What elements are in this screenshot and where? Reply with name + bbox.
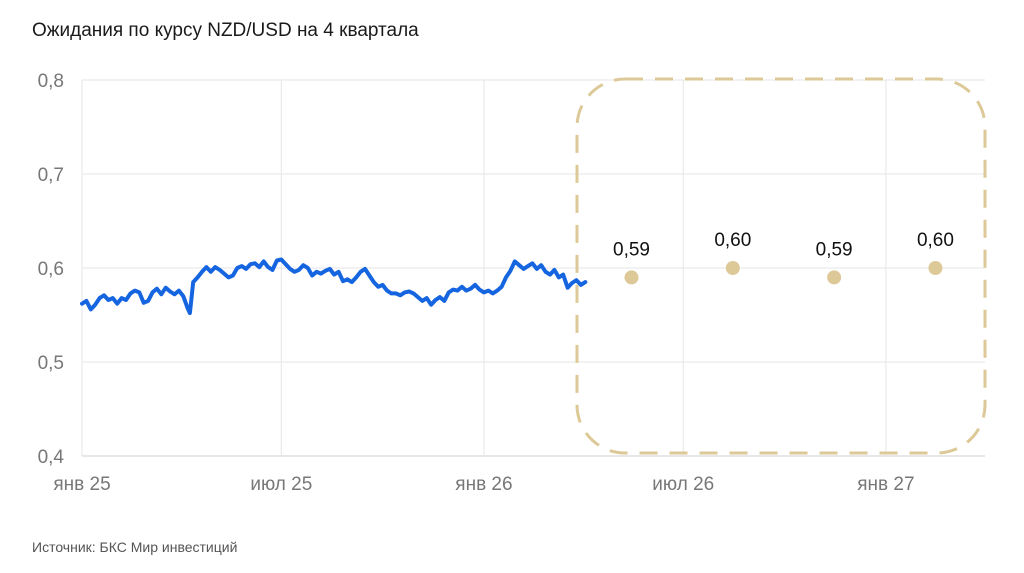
x-tick-label: янв 26 [455,474,512,495]
forecast-point [624,270,639,285]
forecast-point-label: 0,59 [613,239,650,260]
x-axis: янв 25 июл 25 янв 26 июл 26 янв 27 [53,474,914,495]
forecast-point [725,261,740,275]
forecast-point [928,261,943,275]
forecast-highlight-box [575,77,987,455]
source-note: Источник: БКС Мир инвестиций [32,539,238,555]
x-tick-label: июл 26 [652,474,714,495]
forecast-point-label: 0,59 [816,239,853,260]
y-axis: 0,4 0,5 0,6 0,7 0,8 [38,71,65,468]
forecast-point [827,270,842,285]
forecast-points: 0,59 0,60 0,59 0,60 [613,230,954,285]
forecast-point-label: 0,60 [714,230,751,251]
y-tick-label: 0,7 [38,165,64,186]
chart-title: Ожидания по курсу NZD/USD на 4 квартала [32,20,419,41]
x-tick-label: янв 27 [857,474,914,495]
x-tick-label: июл 25 [250,474,312,495]
x-tick-label: янв 25 [53,474,110,495]
series-line-history [80,257,588,316]
y-tick-label: 0,5 [38,353,64,374]
y-tick-label: 0,4 [38,447,65,468]
grid [81,79,985,457]
forecast-point-label: 0,60 [917,230,954,251]
y-tick-label: 0,8 [38,71,64,92]
y-tick-label: 0,6 [38,259,64,280]
